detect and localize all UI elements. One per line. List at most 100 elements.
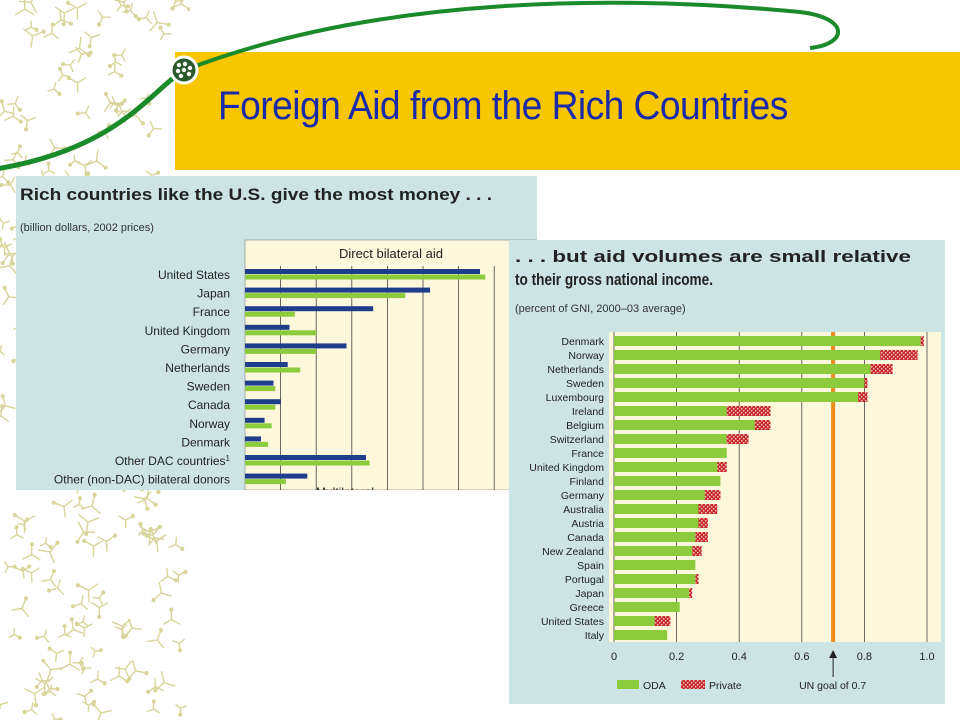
- bar-private: [695, 574, 699, 584]
- bar-green: [245, 330, 317, 336]
- footnote-mark: 1: [226, 454, 231, 463]
- category-label: Greece: [570, 602, 605, 614]
- category-label: Japan: [197, 287, 230, 301]
- bar-bilateral: [245, 417, 265, 423]
- bar-private: [698, 504, 718, 514]
- bar-oda: [614, 350, 881, 360]
- title-band: [175, 52, 960, 170]
- bar-oda: [614, 434, 727, 444]
- bar-green: [245, 293, 406, 299]
- bar-private: [864, 378, 868, 388]
- bar-oda: [614, 336, 921, 346]
- category-label: Canada: [188, 398, 230, 412]
- bar-bilateral: [245, 362, 288, 367]
- bar-oda: [614, 490, 705, 500]
- category-label: France: [571, 448, 604, 460]
- bar-green: [245, 479, 286, 485]
- category-label: Netherlands: [547, 364, 604, 376]
- x-tick-label: 0.2: [669, 651, 684, 663]
- bar-private: [654, 616, 671, 626]
- bar-private: [695, 532, 708, 542]
- bar-oda: [614, 560, 696, 570]
- category-label: Norway: [568, 350, 604, 362]
- chart-title: . . . but aid volumes are small relative…: [515, 247, 911, 289]
- bar-oda: [614, 392, 859, 402]
- bar-oda: [614, 518, 699, 528]
- bar-green: [245, 441, 269, 447]
- bar-green: [245, 404, 276, 410]
- bar-bilateral: [245, 287, 431, 293]
- category-label: Austria: [571, 518, 604, 530]
- category-label: Switzerland: [550, 434, 604, 446]
- bar-oda: [614, 406, 727, 416]
- bar-bilateral: [245, 343, 347, 349]
- bar-bilateral: [245, 473, 308, 479]
- legend-swatch-oda: [617, 680, 639, 689]
- category-label: Luxembourg: [546, 392, 605, 404]
- bar-bilateral: [245, 306, 374, 312]
- bar-green: [245, 386, 276, 392]
- bar-bilateral: [245, 399, 281, 405]
- legend-label-private: Private: [709, 680, 742, 692]
- bar-private: [726, 434, 749, 444]
- category-label: Norway: [189, 417, 230, 431]
- bar-green: [245, 274, 486, 280]
- bar-private: [692, 546, 702, 556]
- bar-oda: [614, 462, 718, 472]
- bar-oda: [614, 574, 696, 584]
- category-label: Germany: [181, 342, 230, 356]
- category-label: Sweden: [187, 380, 230, 394]
- bar-private: [880, 350, 918, 360]
- bar-oda: [614, 616, 655, 626]
- bullet-circle-icon: [169, 55, 199, 85]
- chart-subtitle: (billion dollars, 2002 prices): [20, 222, 154, 234]
- un-goal-label: UN goal of 0.7: [799, 680, 866, 692]
- category-label: Ireland: [572, 406, 604, 418]
- category-label: Germany: [561, 490, 605, 502]
- category-label: United Kingdom: [529, 462, 604, 474]
- bar-oda: [614, 602, 680, 612]
- bar-private: [689, 588, 693, 598]
- x-tick-label: 0.4: [732, 651, 747, 663]
- plot-area: [244, 239, 537, 490]
- category-label: Other (non-DAC) bilateral donors: [54, 473, 230, 487]
- bar-bilateral: [245, 436, 261, 442]
- chart-aid-gni: . . . but aid volumes are small relative…: [509, 240, 945, 704]
- bar-private: [920, 336, 924, 346]
- x-tick-label: 0: [611, 651, 617, 663]
- chart-bilateral-aid: Rich countries like the U.S. give the mo…: [16, 176, 537, 490]
- bar-private: [870, 364, 893, 374]
- x-tick-label: 0.8: [857, 651, 872, 663]
- bar-private: [698, 518, 708, 528]
- bar-private: [717, 462, 727, 472]
- category-label: Finland: [570, 476, 605, 488]
- bar-private: [704, 490, 721, 500]
- category-label: France: [193, 305, 231, 319]
- category-label: Canada: [567, 532, 604, 544]
- category-label: Australia: [563, 504, 604, 516]
- swoosh-decoration: [0, 0, 840, 171]
- category-label: Japan: [575, 588, 604, 600]
- category-label: United Kingdom: [145, 324, 230, 338]
- bar-oda: [614, 532, 696, 542]
- slide-title: Foreign Aid from the Rich Countries: [218, 84, 788, 128]
- bar-oda: [614, 588, 690, 598]
- category-label: United States: [541, 616, 604, 628]
- category-label: New Zealand: [542, 546, 604, 558]
- bar-bilateral: [245, 380, 274, 386]
- bar-oda: [614, 630, 668, 640]
- category-label: United States: [158, 268, 230, 282]
- chart-panel-left: Rich countries like the U.S. give the mo…: [16, 176, 537, 490]
- chart-panel-right: . . . but aid volumes are small relative…: [509, 240, 945, 704]
- category-label: Denmark: [181, 435, 231, 449]
- category-label: Italy: [585, 630, 605, 642]
- bar-oda: [614, 420, 755, 430]
- bar-green: [245, 348, 317, 354]
- bar-oda: [614, 476, 721, 486]
- category-label: Spain: [577, 560, 604, 572]
- category-label: Belgium: [566, 420, 604, 432]
- legend-label-oda: ODA: [643, 680, 666, 692]
- category-label: Other DAC countries1: [115, 454, 231, 468]
- bar-green: [245, 423, 272, 429]
